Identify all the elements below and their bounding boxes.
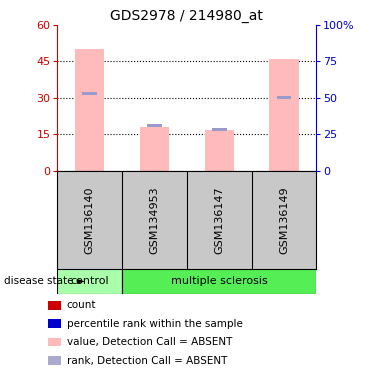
Text: GSM136147: GSM136147: [214, 186, 224, 254]
Title: GDS2978 / 214980_at: GDS2978 / 214980_at: [110, 8, 263, 23]
Text: value, Detection Call = ABSENT: value, Detection Call = ABSENT: [67, 337, 232, 347]
Text: rank, Detection Call = ABSENT: rank, Detection Call = ABSENT: [67, 356, 227, 366]
Text: GSM136149: GSM136149: [279, 186, 289, 254]
Bar: [140, 127, 169, 171]
Text: percentile rank within the sample: percentile rank within the sample: [67, 319, 242, 329]
Text: GSM136140: GSM136140: [85, 186, 95, 253]
Bar: [277, 96, 291, 99]
Bar: [83, 92, 97, 94]
Text: disease state ►: disease state ►: [4, 276, 84, 286]
Text: multiple sclerosis: multiple sclerosis: [171, 276, 268, 286]
Bar: [147, 124, 162, 127]
Bar: [122, 269, 316, 294]
Text: control: control: [70, 276, 109, 286]
Bar: [57, 269, 122, 294]
Bar: [269, 59, 299, 171]
Bar: [205, 129, 234, 171]
Text: GSM134953: GSM134953: [149, 186, 159, 254]
Bar: [212, 128, 226, 131]
Text: count: count: [67, 300, 96, 310]
Bar: [75, 49, 104, 171]
